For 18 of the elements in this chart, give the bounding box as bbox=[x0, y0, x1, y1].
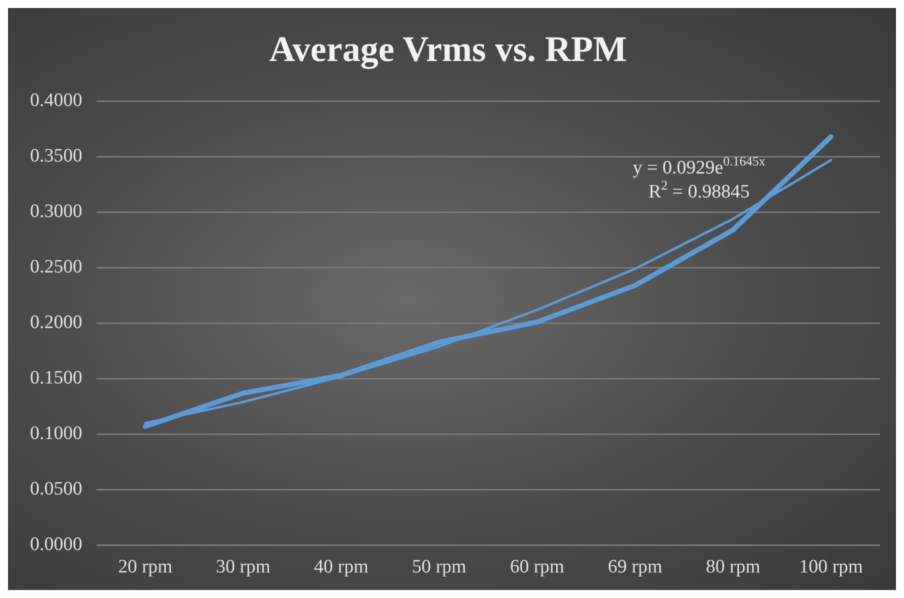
chart-title: Average Vrms vs. RPM bbox=[269, 28, 627, 69]
y-tick-label: 0.2000 bbox=[30, 312, 82, 334]
x-tick-label: 80 rpm bbox=[706, 556, 760, 578]
y-tick-label: 0.1500 bbox=[30, 368, 82, 389]
y-tick-label: 0.3000 bbox=[30, 201, 82, 222]
x-tick-label: 20 rpm bbox=[118, 556, 173, 578]
y-tick-label: 0.4000 bbox=[30, 90, 82, 112]
x-tick-label: 40 rpm bbox=[314, 556, 369, 578]
x-tick-label: 50 rpm bbox=[412, 556, 467, 578]
y-tick-label: 0.0500 bbox=[30, 478, 82, 500]
x-tick-label: 30 rpm bbox=[216, 556, 271, 578]
x-tick-label: 60 rpm bbox=[510, 556, 565, 578]
x-tick-label: 69 rpm bbox=[608, 556, 662, 578]
y-tick-label: 0.0000 bbox=[30, 534, 82, 556]
y-tick-label: 0.2500 bbox=[30, 256, 82, 278]
y-tick-label: 0.3500 bbox=[30, 146, 82, 167]
y-tick-label: 0.1000 bbox=[30, 423, 82, 444]
x-tick-label: 100 rpm bbox=[799, 556, 864, 578]
